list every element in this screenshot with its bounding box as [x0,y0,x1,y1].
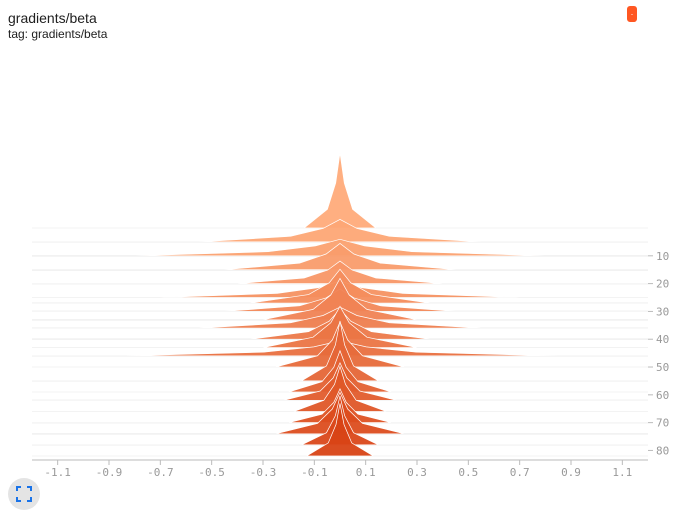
x-tick-label: 0.7 [510,466,530,479]
step-tick-label: 20 [656,278,669,291]
histogram-ridge [32,219,648,243]
histogram-ridge [32,277,648,321]
step-tick-label: 30 [656,305,669,318]
x-tick-label: 0.5 [458,466,478,479]
card-tag: tag: gradients/beta [8,27,108,41]
x-tick-label: -0.1 [301,466,328,479]
run-color-chip[interactable]: . [627,6,637,22]
x-tick-label: -0.7 [147,466,174,479]
x-tick-label: 1.1 [612,466,632,479]
step-tick-label: 10 [656,250,669,263]
x-tick-label: 0.9 [561,466,581,479]
x-axis: -1.1 -0.9 -0.7 -0.5 -0.3 -0.1 0.1 0.3 0.5 0.7 0.9 1… [32,459,648,479]
x-tick-label: -1.1 [44,466,71,479]
expand-button[interactable] [8,478,40,510]
histogram-ridge [32,403,648,457]
step-tick-label: 80 [656,444,669,457]
step-tick-label: 60 [656,389,669,402]
histogram-ridges [32,152,648,457]
step-axis: 10 20 30 40 50 60 70 80 [648,250,669,457]
step-tick-label: 40 [656,333,669,346]
histogram-ridge [32,243,648,271]
x-tick-label: -0.3 [250,466,277,479]
x-tick-label: -0.9 [96,466,123,479]
histogram-ridge [32,152,648,229]
x-tick-label: 0.1 [356,466,376,479]
card-title: gradients/beta [8,10,97,26]
step-tick-label: 50 [656,361,669,374]
step-tick-label: 70 [656,417,669,430]
fullscreen-icon [16,486,32,502]
x-tick-label: -0.5 [198,466,225,479]
x-tick-label: 0.3 [407,466,427,479]
